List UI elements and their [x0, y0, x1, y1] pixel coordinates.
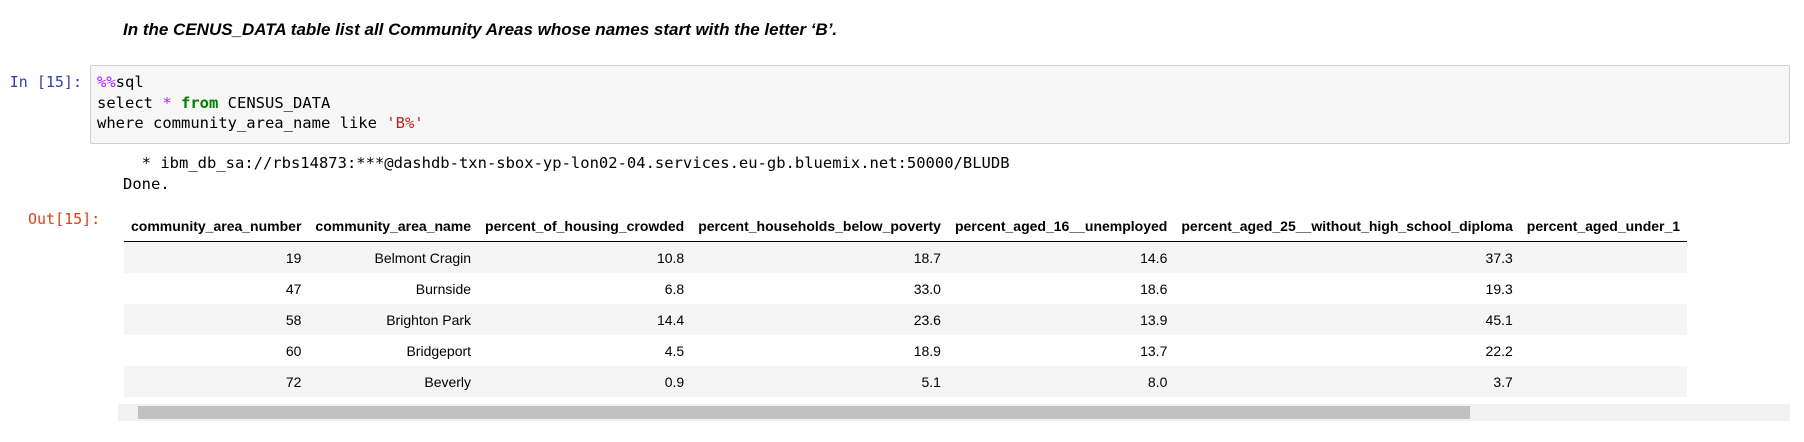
result-table: community_area_number community_area_name…: [124, 211, 1688, 397]
column-header: percent_households_below_poverty: [698, 218, 941, 234]
table-cell: Belmont Cragin: [374, 249, 472, 266]
scrollbar-thumb[interactable]: [138, 406, 1470, 419]
stdout-line: Done.: [123, 175, 170, 193]
table-cell: 6.8: [664, 280, 685, 297]
table-cell: 13.7: [1140, 342, 1168, 359]
table-cell: 23.6: [913, 311, 941, 328]
code-token: select: [97, 93, 163, 112]
table-cell: Beverly: [424, 373, 472, 390]
table-row: 47 Burnside 6.8 33.0 18.6 19.3: [124, 273, 1687, 304]
table-cell: 13.9: [1140, 311, 1168, 328]
column-header: percent_aged_16__unemployed: [954, 218, 1168, 234]
table-cell: 14.6: [1140, 249, 1168, 266]
column-header: percent_aged_25__without_high_school_dip…: [1181, 218, 1513, 234]
table-cell: 18.9: [913, 342, 941, 359]
table-cell: Burnside: [415, 280, 472, 297]
code-token: from: [181, 93, 219, 112]
table-cell: Brighton Park: [386, 311, 472, 328]
table-cell: 4.5: [664, 342, 685, 359]
table-cell: 10.8: [656, 249, 685, 266]
table-cell: 8.0: [1147, 373, 1168, 390]
stdout-line: * ibm_db_sa://rbs14873:***@dashdb-txn-sb…: [123, 154, 1010, 172]
table-cell-empty: [1520, 335, 1687, 366]
code-cell[interactable]: %%sql select * from CENSUS_DATA where co…: [90, 65, 1790, 144]
table-wrapper: community_area_number community_area_name…: [124, 211, 1792, 397]
table-cell: 45.1: [1485, 311, 1513, 328]
table-cell: 22.2: [1485, 342, 1513, 359]
table-cell: 0.9: [664, 373, 685, 390]
code-token: CENSUS_DATA: [218, 93, 331, 112]
table-cell: 18.6: [1140, 280, 1168, 297]
code-token: 'B%': [386, 114, 424, 132]
table-cell: 14.4: [656, 311, 685, 328]
table-cell: 18.7: [913, 249, 941, 266]
table-row: 19 Belmont Cragin 10.8 18.7 14.6 37.3: [124, 241, 1688, 274]
table-cell: 72: [285, 373, 302, 390]
code-token: where community_area_name like: [97, 114, 387, 132]
table-row: 58 Brighton Park 14.4 23.6 13.9 45.1: [124, 304, 1688, 335]
table-cell: 5.1: [921, 373, 941, 390]
table-cell: 19.3: [1485, 280, 1513, 297]
table-cell-empty: [1520, 242, 1687, 274]
code-token: [172, 94, 181, 112]
table-cell: 47: [285, 280, 302, 297]
code-token: %%: [97, 73, 116, 91]
table-cell-empty: [1520, 273, 1687, 304]
table-cell: 60: [285, 342, 302, 359]
header-row: community_area_number community_area_name…: [124, 211, 1688, 242]
column-header: percent_of_housing_crowded: [485, 218, 685, 234]
table-cell: 33.0: [913, 280, 941, 297]
table-cell: 19: [285, 249, 302, 266]
table-cell: Bridgeport: [406, 342, 472, 359]
table-row: 72 Beverly 0.9 5.1 8.0 3.7: [124, 366, 1688, 397]
table-cell: 37.3: [1485, 249, 1513, 266]
table-cell: 58: [285, 311, 302, 328]
output-prompt: Out[15]:: [28, 210, 101, 228]
column-header: percent_aged_under_1: [1526, 218, 1681, 234]
column-header: community_area_number: [131, 218, 302, 234]
table-cell-empty: [1520, 304, 1687, 335]
stdout: * ibm_db_sa://rbs14873:***@dashdb-txn-sb…: [123, 153, 1010, 195]
markdown-cell: In the CENUS_DATA table list all Communi…: [123, 20, 838, 39]
table-cell: 3.7: [1493, 373, 1513, 390]
table-row: 60 Bridgeport 4.5 18.9 13.7 22.2: [124, 335, 1687, 366]
input-prompt: In [15]:: [9, 73, 82, 91]
code-token: sql: [115, 73, 144, 91]
code-token: *: [162, 93, 172, 112]
table-cell-empty: [1520, 366, 1687, 397]
column-header: community_area_name: [315, 218, 472, 234]
scrollbar[interactable]: [118, 404, 1790, 421]
